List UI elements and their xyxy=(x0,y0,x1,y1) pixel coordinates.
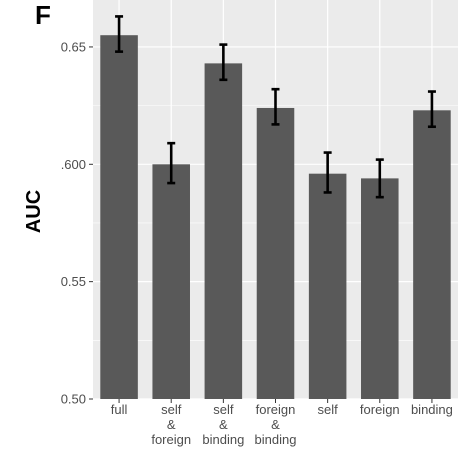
y-axis-ticks: 0.50 0.55 .600 0.65 xyxy=(61,39,93,407)
x-tick-label: binding xyxy=(202,432,244,447)
y-axis-label: AUC xyxy=(23,190,45,233)
x-tick-label: foreign xyxy=(151,432,191,447)
bar xyxy=(100,35,138,400)
x-axis-ticks: full self&foreignself&bindingforeign&bind… xyxy=(111,399,453,447)
x-tick-label: self xyxy=(213,402,234,417)
error-bar xyxy=(271,87,280,126)
y-tick-label: 0.50 xyxy=(61,392,86,407)
x-tick-label: & xyxy=(167,417,176,432)
y-tick-label: 0.65 xyxy=(61,39,86,54)
x-tick-label: & xyxy=(271,417,280,432)
error-bar xyxy=(167,141,176,185)
bar xyxy=(256,107,295,399)
bar xyxy=(413,110,451,399)
error-bar xyxy=(375,158,384,199)
y-tick-label: .600 xyxy=(61,157,86,172)
error-bar xyxy=(219,43,228,82)
bar xyxy=(204,63,243,400)
x-tick-label: binding xyxy=(411,402,453,417)
y-tick-label: 0.55 xyxy=(61,274,86,289)
x-tick-label: & xyxy=(219,417,228,432)
bar xyxy=(308,173,347,399)
x-tick-label: foreign xyxy=(360,402,400,417)
error-bar xyxy=(115,15,124,53)
x-tick-label: binding xyxy=(255,432,297,447)
bar xyxy=(361,178,399,399)
panel-letter: F xyxy=(35,0,51,30)
x-tick-label: full xyxy=(111,402,128,417)
bars xyxy=(100,35,451,400)
error-bar xyxy=(427,90,436,129)
x-tick-label: foreign xyxy=(256,402,296,417)
bar xyxy=(152,164,190,399)
x-tick-label: self xyxy=(318,402,339,417)
error-bar xyxy=(323,151,332,194)
error-bars xyxy=(115,15,436,199)
x-tick-label: self xyxy=(161,402,182,417)
